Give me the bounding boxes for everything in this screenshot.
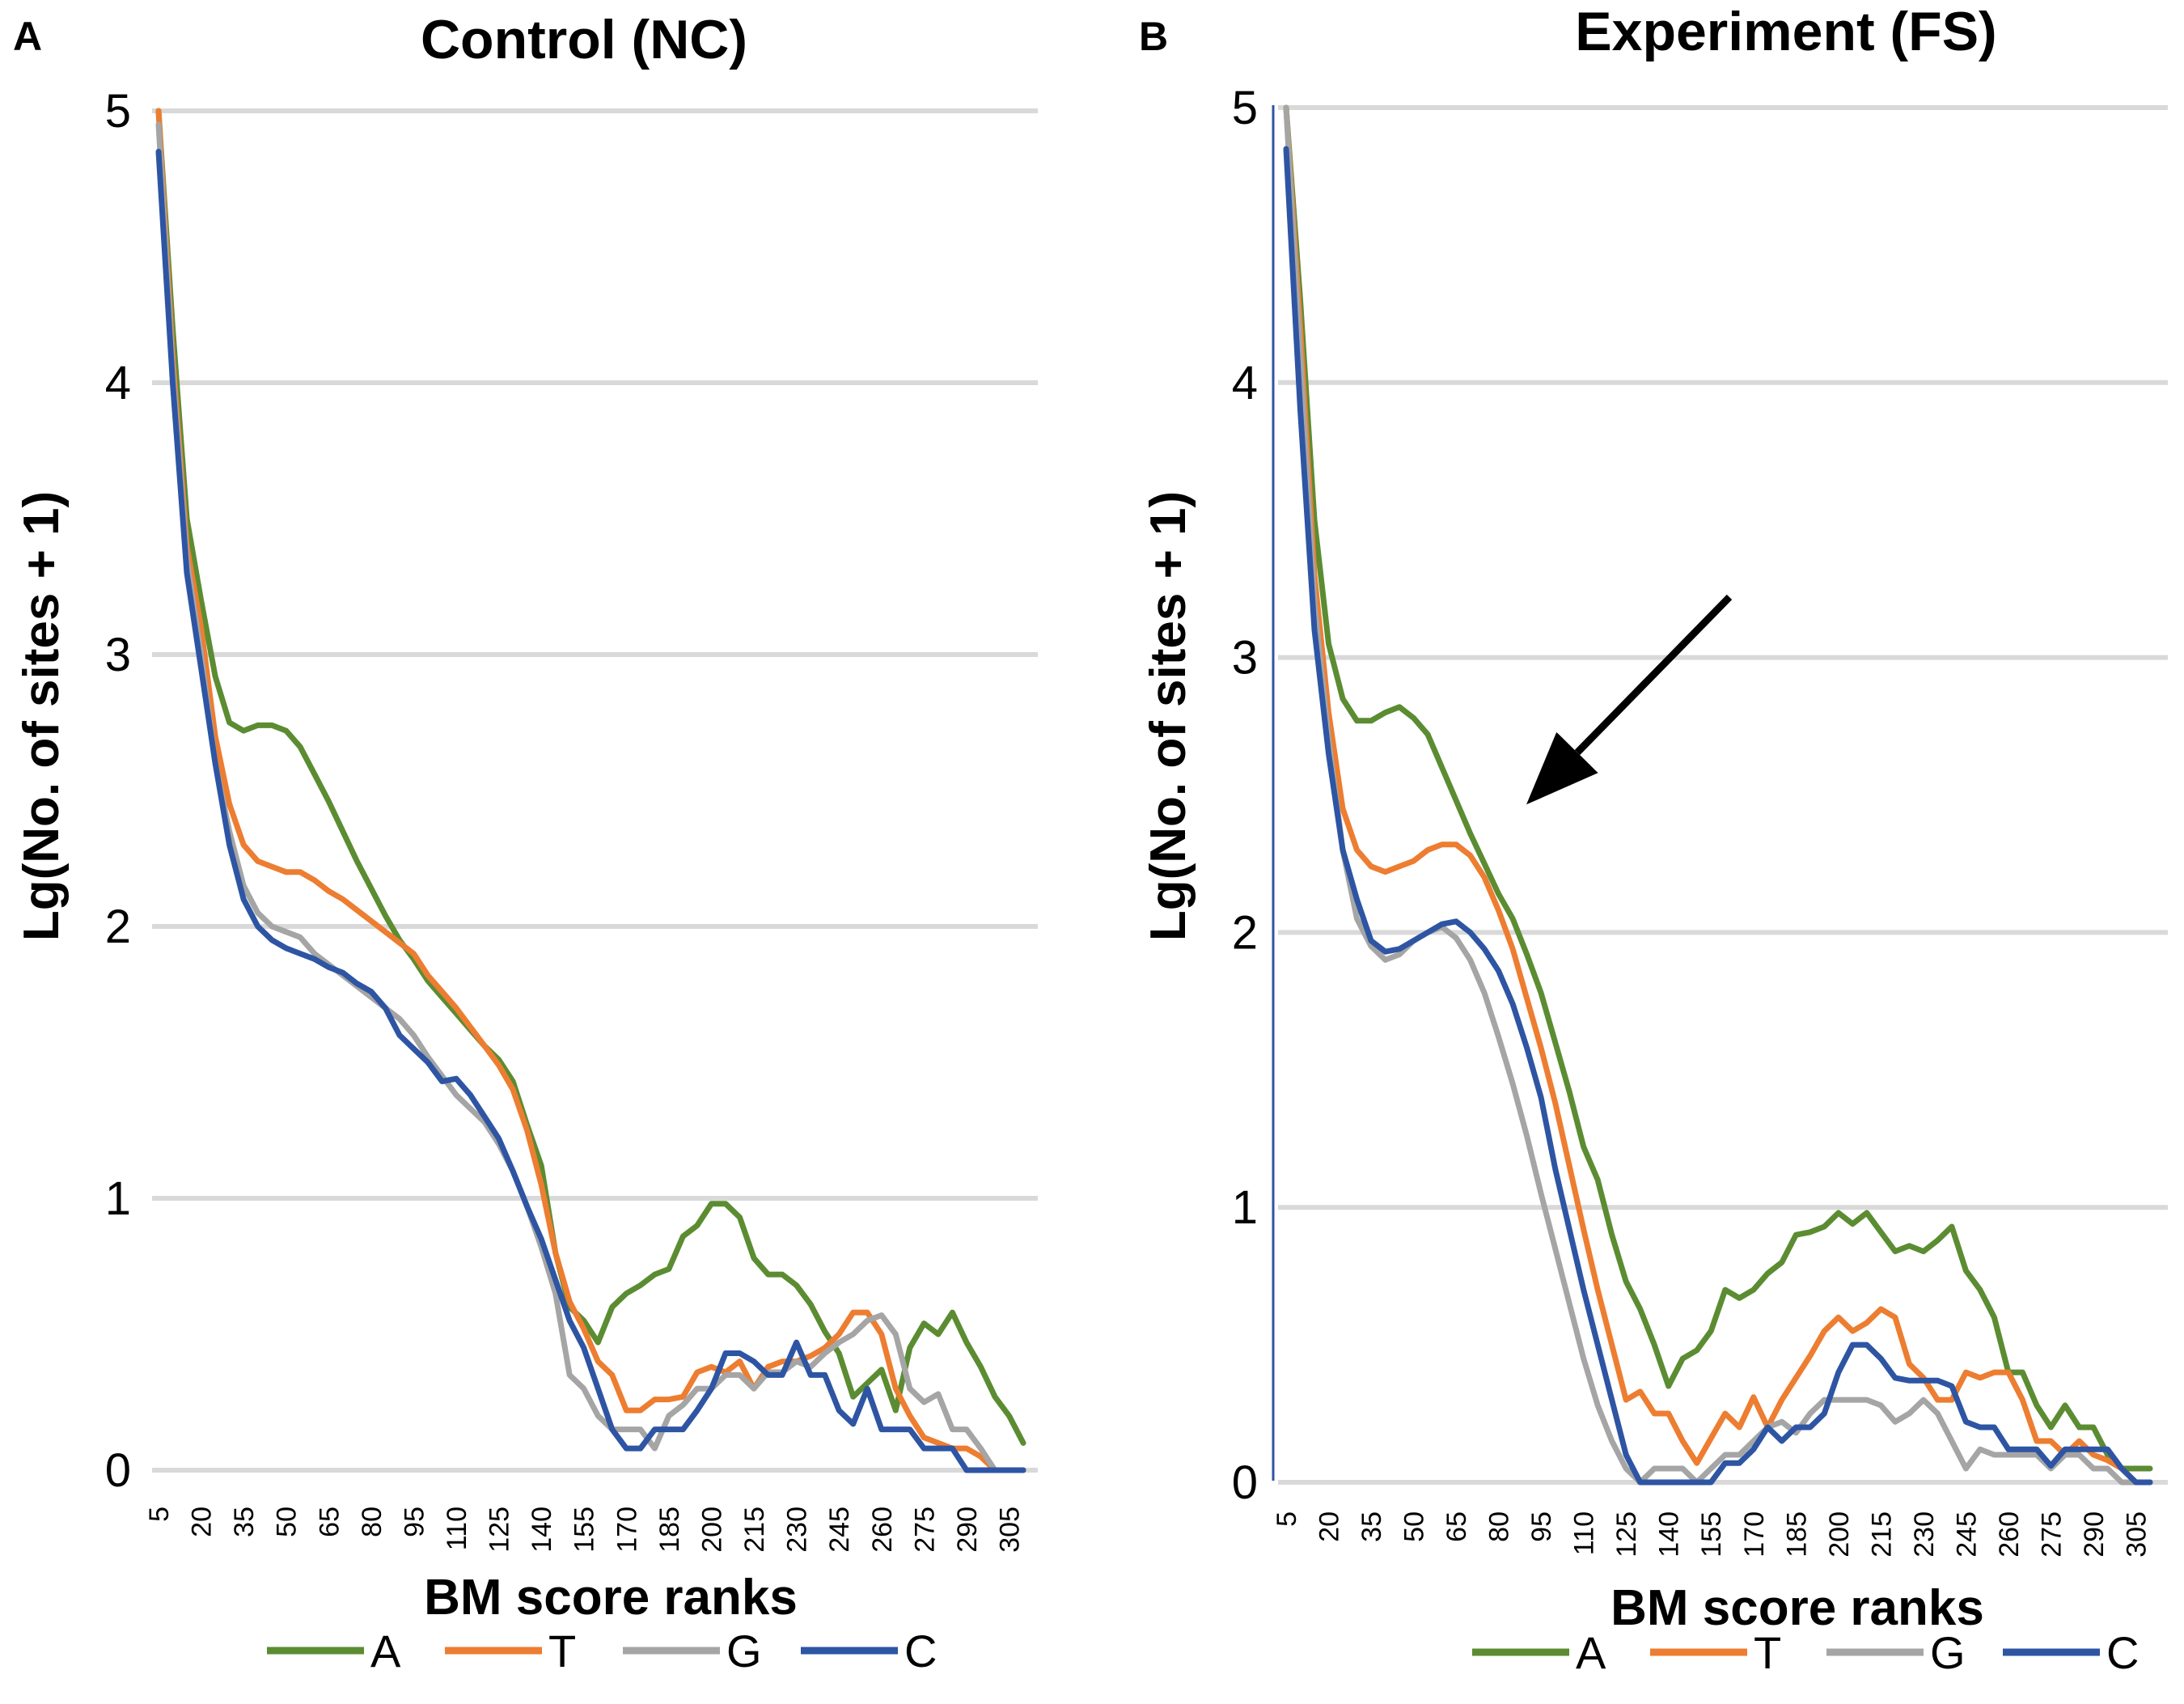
series-line-t — [155, 108, 1026, 1473]
y-tick-labels: 0 1 2 3 4 5 — [1232, 82, 1258, 1509]
panel-letter: A — [13, 14, 42, 59]
y-tick-label: 0 — [105, 1444, 131, 1497]
series-line-g — [155, 121, 1026, 1473]
y-tick-label: 2 — [105, 901, 131, 953]
y-tick-label: 2 — [1232, 906, 1258, 959]
y-axis-title: Lg(No. of sites + 1) — [1141, 491, 1196, 941]
y-tick-label: 1 — [105, 1172, 131, 1225]
series-line-a — [155, 108, 1026, 1446]
x-tick-label: 275 — [2036, 1511, 2067, 1558]
x-axis-title: BM score ranks — [424, 1570, 798, 1626]
x-tick-label: 155 — [1696, 1511, 1727, 1558]
x-tick-label: 80 — [357, 1507, 387, 1537]
series-line-c — [1283, 146, 2153, 1486]
x-tick-label: 5 — [144, 1507, 175, 1522]
y-tick-label: 5 — [105, 85, 131, 138]
x-tick-label: 125 — [485, 1507, 515, 1553]
x-tick-label: 260 — [867, 1507, 898, 1553]
x-tick-label: 290 — [2079, 1511, 2110, 1558]
x-tick-label: 35 — [229, 1507, 260, 1537]
x-tick-label: 170 — [1739, 1511, 1770, 1558]
x-tick-label: 5 — [1272, 1511, 1302, 1527]
y-tick-label: 0 — [1232, 1456, 1258, 1509]
x-tick-label: 260 — [1994, 1511, 2025, 1558]
annotation-arrow — [1526, 594, 1733, 805]
x-tick-label: 65 — [1441, 1511, 1472, 1542]
x-tick-label: 95 — [1526, 1511, 1557, 1542]
x-tick-label: 185 — [1781, 1511, 1812, 1558]
x-tick-label: 65 — [314, 1507, 345, 1537]
x-tick-labels: 5 20 35 50 65 80 95 110 125 140 155 170 185 200 215 230… — [144, 1507, 1025, 1553]
x-tick-label: 230 — [1909, 1511, 1940, 1558]
x-tick-label: 275 — [909, 1507, 940, 1553]
x-tick-label: 50 — [1399, 1511, 1430, 1542]
y-tick-label: 4 — [1232, 357, 1258, 409]
x-tick-label: 80 — [1484, 1511, 1515, 1542]
y-tick-label: 5 — [1232, 82, 1258, 134]
x-tick-label: 230 — [782, 1507, 813, 1553]
x-tick-label: 110 — [442, 1507, 472, 1550]
x-tick-label: 290 — [952, 1507, 983, 1553]
x-tick-labels: 5 20 35 50 65 80 95 110 125 140 155 170 185 200 215 230… — [1272, 1511, 2152, 1558]
panel-b: B Experiment (FS) 0 1 2 3 4 5 5 20 35 50 65 80 95 11… — [1139, 1, 2168, 1678]
x-tick-label: 140 — [527, 1507, 557, 1553]
x-tick-label: 140 — [1654, 1511, 1685, 1558]
series-lines — [155, 108, 1026, 1473]
x-tick-label: 245 — [1951, 1511, 1982, 1558]
legend-label-g: G — [1930, 1627, 1966, 1678]
legend-label-t: T — [1754, 1627, 1781, 1678]
series-line-a — [1283, 104, 2153, 1472]
series-line-t — [1283, 104, 2153, 1486]
x-tick-label: 245 — [824, 1507, 855, 1553]
y-tick-label: 3 — [105, 629, 131, 681]
y-tick-label: 4 — [105, 357, 131, 409]
x-tick-label: 215 — [739, 1507, 770, 1553]
x-tick-label: 20 — [1314, 1511, 1345, 1542]
x-tick-label: 305 — [2121, 1511, 2152, 1558]
legend-label-a: A — [370, 1626, 401, 1676]
x-tick-label: 35 — [1357, 1511, 1387, 1542]
y-axis-title: Lg(No. of sites + 1) — [14, 491, 70, 941]
legend-label-c: C — [904, 1626, 937, 1676]
x-tick-label: 185 — [654, 1507, 685, 1553]
x-tick-label: 95 — [399, 1507, 430, 1537]
y-tick-label: 3 — [1232, 632, 1258, 685]
grid — [1278, 105, 2168, 1485]
legend-label-c: C — [2106, 1627, 2139, 1678]
x-tick-label: 200 — [696, 1507, 727, 1553]
x-tick-label: 170 — [612, 1507, 642, 1553]
x-tick-label: 305 — [994, 1507, 1025, 1553]
panel-a: A Control (NC) 0 1 2 3 4 5 5 20 35 50 65 80 95 110 12… — [13, 9, 1038, 1676]
x-tick-label: 125 — [1611, 1511, 1642, 1558]
chart-title: Experiment (FS) — [1575, 1, 1996, 62]
y-tick-labels: 0 1 2 3 4 5 — [105, 85, 131, 1497]
legend-label-t: T — [548, 1626, 576, 1676]
x-tick-label: 155 — [569, 1507, 600, 1553]
x-tick-label: 50 — [272, 1507, 303, 1537]
x-axis-title: BM score ranks — [1610, 1580, 1984, 1636]
x-tick-label: 20 — [187, 1507, 218, 1537]
y-tick-label: 1 — [1232, 1181, 1258, 1234]
grid — [152, 108, 1038, 1473]
series-line-c — [155, 148, 1026, 1473]
legend-label-a: A — [1576, 1627, 1606, 1678]
panel-letter: B — [1139, 14, 1168, 59]
series-lines — [1283, 104, 2153, 1486]
legend-label-g: G — [726, 1626, 762, 1676]
x-tick-label: 215 — [1866, 1511, 1897, 1558]
x-tick-label: 110 — [1569, 1511, 1600, 1555]
x-tick-label: 200 — [1824, 1511, 1855, 1558]
series-line-g — [1283, 104, 2153, 1486]
chart-title: Control (NC) — [421, 9, 747, 70]
